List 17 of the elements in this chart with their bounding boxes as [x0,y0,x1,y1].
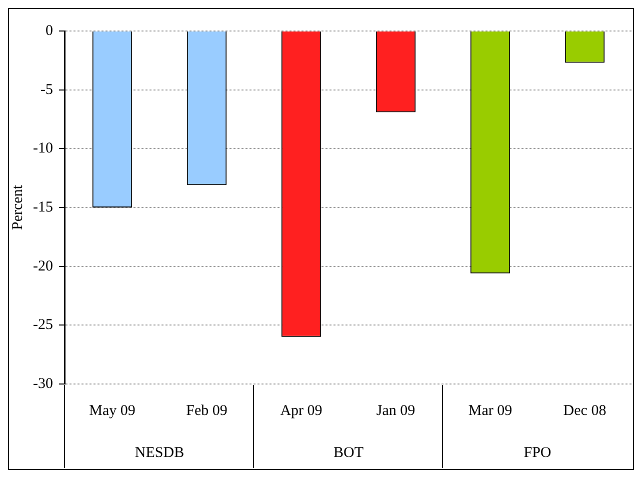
y-tick-label: -5 [40,82,53,98]
x-tick-label: May 09 [89,402,136,419]
y-tick-label: -30 [32,376,53,392]
y-tick-label: -25 [32,317,53,334]
y-tick-label: -20 [32,258,53,274]
y-tick-label: -15 [32,199,53,216]
text: FPO [524,444,552,461]
x-tick-label: Mar 09 [468,402,512,419]
x-tick-label: Jan 09 [376,402,416,419]
x-tick-label: Dec 08 [563,402,606,419]
x-tick-label: Feb 09 [186,402,228,419]
y-tick-label: 0 [45,22,53,39]
x-tick-label: Apr 09 [280,402,322,419]
text: BOT [334,444,364,461]
text: NESDB [134,444,184,461]
y-axis-title: Percent [10,184,26,230]
y-tick-label: -10 [32,140,53,157]
